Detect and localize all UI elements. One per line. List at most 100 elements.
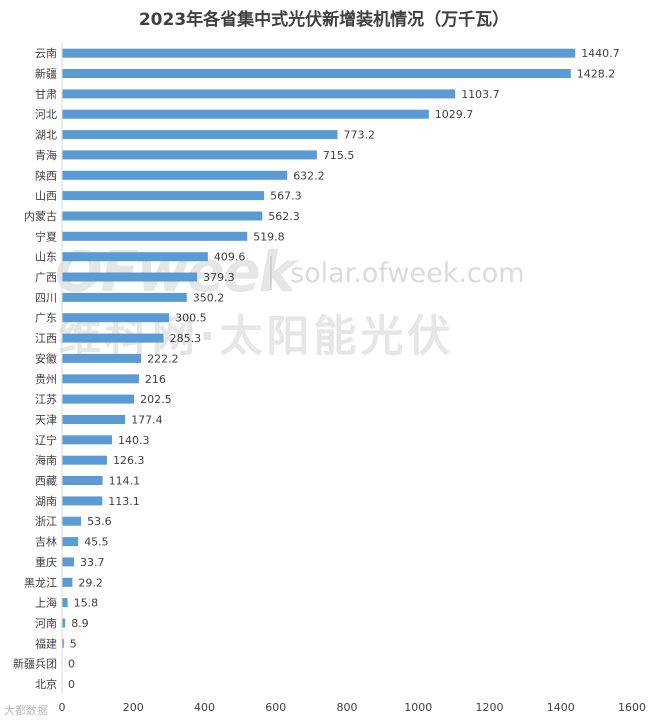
category-label: 宁夏 — [35, 229, 57, 243]
value-label: 715.5 — [323, 149, 355, 162]
bar-4 — [62, 130, 338, 140]
bar-8 — [62, 211, 263, 221]
bar-20 — [62, 455, 107, 465]
bar-12 — [62, 292, 187, 302]
bar-18 — [62, 415, 126, 424]
value-label: 379.3 — [203, 271, 235, 284]
bar-28 — [62, 618, 66, 628]
category-label: 山东 — [35, 251, 57, 264]
value-label: 1103.7 — [461, 88, 500, 101]
category-label: 海南 — [35, 453, 57, 467]
bar-27 — [62, 598, 68, 608]
category-label: 湖北 — [35, 129, 57, 142]
value-label: 53.6 — [87, 515, 112, 528]
bars-group — [62, 48, 576, 648]
category-label: 河南 — [35, 617, 57, 630]
x-tick-label: 400 — [194, 701, 215, 714]
value-label: 0 — [68, 658, 75, 671]
value-label: 409.6 — [214, 251, 246, 264]
bar-29 — [62, 638, 64, 648]
category-label: 新疆 — [35, 67, 57, 81]
category-label: 浙江 — [35, 515, 57, 528]
x-tick-label: 1000 — [404, 701, 432, 714]
bar-19 — [62, 435, 112, 445]
bar-24 — [62, 537, 79, 547]
category-label: 辽宁 — [35, 433, 57, 447]
value-label: 216 — [145, 373, 166, 386]
category-label: 北京 — [35, 677, 57, 691]
value-label: 519.8 — [253, 230, 285, 243]
bar-9 — [62, 231, 248, 241]
bar-2 — [62, 89, 456, 99]
value-label: 113.1 — [108, 495, 140, 508]
x-tick-label: 1200 — [476, 701, 504, 714]
chart-title: 2023年各省集中式光伏新增装机情况（万千瓦） — [139, 9, 509, 30]
bar-21 — [62, 476, 103, 485]
value-label: 1440.7 — [581, 47, 620, 60]
value-label: 140.3 — [118, 434, 150, 447]
category-label: 江苏 — [35, 393, 57, 406]
bar-22 — [62, 496, 103, 506]
category-label: 云南 — [35, 47, 57, 60]
value-label: 202.5 — [140, 393, 172, 406]
category-label: 河北 — [35, 108, 57, 121]
bar-23 — [62, 516, 82, 526]
category-label: 甘肃 — [35, 88, 57, 101]
value-label: 567.3 — [270, 190, 302, 203]
category-labels: 云南新疆甘肃河北湖北青海陕西山西内蒙古宁夏山东广西四川广东江西安徽贵州江苏天津辽… — [13, 47, 57, 691]
bar-15 — [62, 353, 142, 363]
category-label: 黑龙江 — [24, 576, 57, 589]
value-label: 773.2 — [344, 129, 376, 142]
bar-25 — [62, 557, 74, 567]
value-label: 33.7 — [80, 556, 105, 569]
category-label: 安徽 — [35, 351, 57, 365]
value-label: 1029.7 — [435, 108, 474, 121]
category-label: 上海 — [35, 596, 57, 610]
category-label: 青海 — [35, 148, 57, 162]
watermark-separator — [270, 256, 272, 290]
bar-7 — [62, 191, 265, 201]
category-label: 吉林 — [35, 535, 57, 549]
value-label: 114.1 — [109, 475, 141, 488]
value-label: 15.8 — [74, 597, 99, 610]
bar-13 — [62, 313, 170, 323]
bar-16 — [62, 374, 139, 384]
bar-26 — [62, 577, 73, 587]
category-label: 山西 — [35, 190, 57, 203]
value-label: 350.2 — [193, 291, 225, 304]
bar-14 — [62, 333, 164, 343]
bar-17 — [62, 394, 135, 404]
category-label: 广西 — [35, 271, 57, 284]
x-tick-label: 0 — [59, 701, 66, 714]
category-label: 新疆兵团 — [13, 657, 57, 671]
value-label: 126.3 — [113, 454, 145, 467]
value-label: 562.3 — [268, 210, 300, 223]
x-tick-label: 800 — [337, 701, 358, 714]
category-label: 贵州 — [35, 373, 57, 386]
x-tick-label: 600 — [265, 701, 286, 714]
category-label: 江西 — [35, 332, 57, 345]
value-label: 1428.2 — [577, 68, 616, 81]
category-label: 福建 — [35, 636, 57, 650]
bar-10 — [62, 252, 208, 262]
value-label: 0 — [68, 678, 75, 691]
bar-0 — [62, 48, 576, 58]
value-label: 177.4 — [131, 414, 163, 427]
category-label: 四川 — [35, 291, 57, 304]
category-label: 西藏 — [35, 475, 57, 488]
source-badge: 大都数据 — [4, 704, 48, 717]
x-tick-label: 1600 — [618, 701, 646, 714]
value-label: 632.2 — [293, 169, 325, 182]
value-label: 285.3 — [170, 332, 202, 345]
x-tick-label: 200 — [123, 701, 144, 714]
value-label: 29.2 — [78, 576, 103, 589]
value-label: 300.5 — [175, 312, 207, 325]
value-label: 8.9 — [71, 617, 89, 630]
x-axis-ticks: 0 200 400 600 800 1000 1200 1400 1600 — [59, 701, 647, 714]
bar-6 — [62, 170, 288, 180]
bar-1 — [62, 69, 571, 78]
bar-11 — [62, 272, 198, 282]
value-labels: 1440.7 1428.2 1103.7 1029.7 773.2 715.5 632.2 5… — [68, 47, 620, 691]
x-tick-label: 1400 — [547, 701, 575, 714]
